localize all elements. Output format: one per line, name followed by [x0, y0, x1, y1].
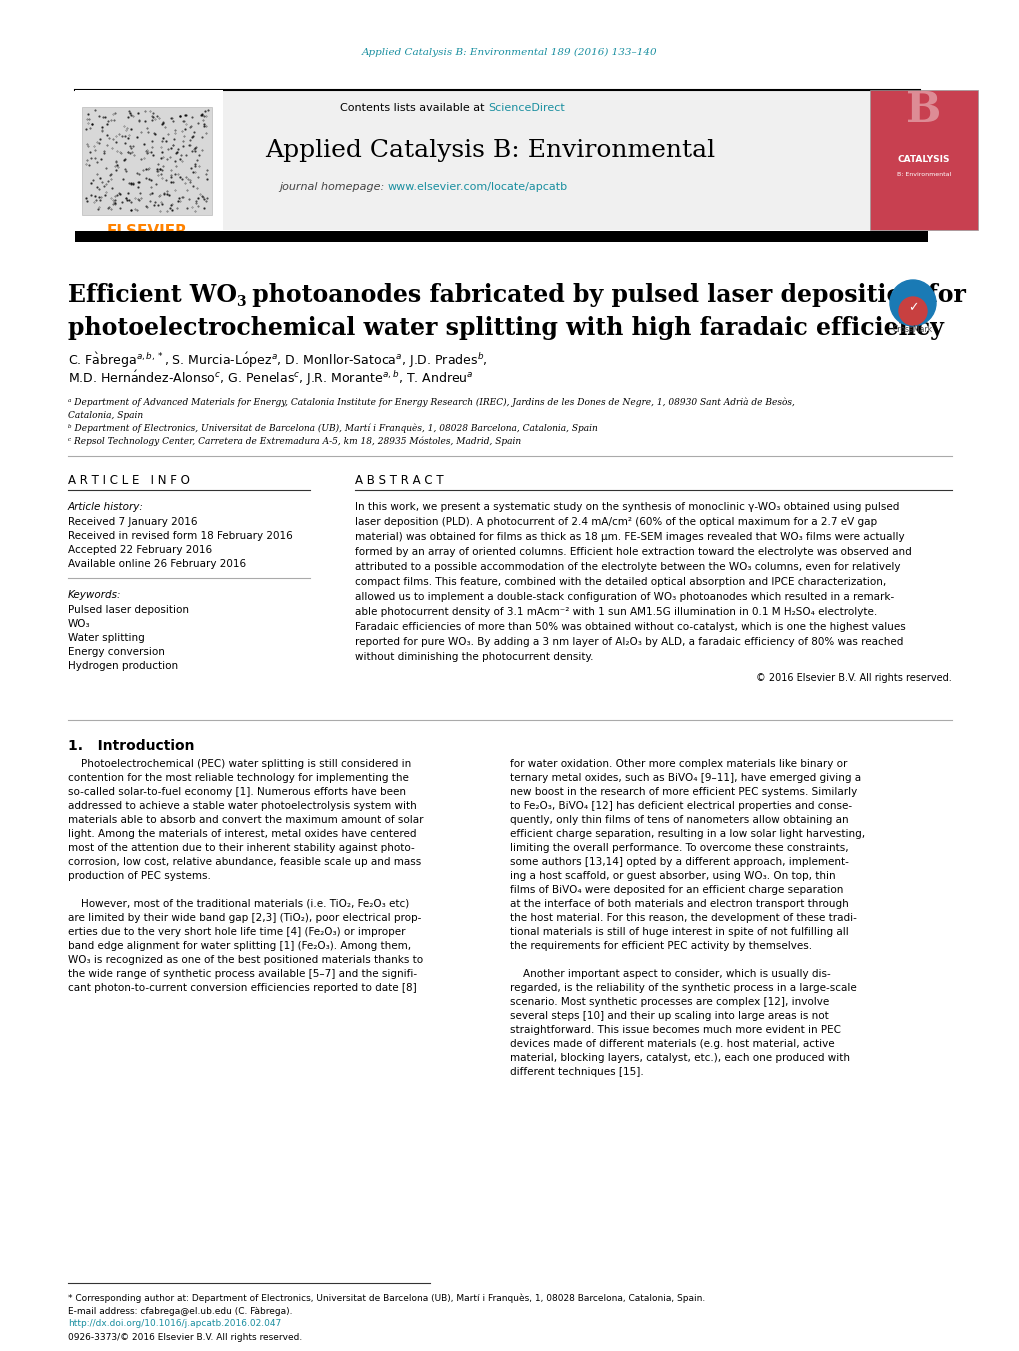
Text: ✓: ✓ — [907, 301, 917, 315]
Text: erties due to the very short hole life time [4] (Fe₂O₃) or improper: erties due to the very short hole life t… — [68, 927, 406, 938]
Text: corrosion, low cost, relative abundance, feasible scale up and mass: corrosion, low cost, relative abundance,… — [68, 857, 421, 867]
Text: However, most of the traditional materials (i.e. TiO₂, Fe₂O₃ etc): However, most of the traditional materia… — [68, 898, 409, 909]
Text: ing a host scaffold, or guest absorber, using WO₃. On top, thin: ing a host scaffold, or guest absorber, … — [510, 871, 835, 881]
Text: most of the attention due to their inherent stability against photo-: most of the attention due to their inher… — [68, 843, 415, 852]
Text: devices made of different materials (e.g. host material, active: devices made of different materials (e.g… — [510, 1039, 834, 1048]
Text: WO₃: WO₃ — [68, 619, 91, 630]
Text: production of PEC systems.: production of PEC systems. — [68, 871, 211, 881]
Text: photoelectrochemical water splitting with high faradaic efficiency: photoelectrochemical water splitting wit… — [68, 316, 943, 340]
Text: different techniques [15].: different techniques [15]. — [510, 1067, 643, 1077]
FancyBboxPatch shape — [869, 91, 977, 230]
Text: efficient charge separation, resulting in a low solar light harvesting,: efficient charge separation, resulting i… — [510, 830, 864, 839]
Text: Efficient WO: Efficient WO — [68, 282, 236, 307]
Text: CATALYSIS: CATALYSIS — [897, 155, 950, 165]
Text: limiting the overall performance. To overcome these constraints,: limiting the overall performance. To ove… — [510, 843, 848, 852]
Text: to Fe₂O₃, BiVO₄ [12] has deficient electrical properties and conse-: to Fe₂O₃, BiVO₄ [12] has deficient elect… — [510, 801, 851, 811]
Text: www.elsevier.com/locate/apcatb: www.elsevier.com/locate/apcatb — [387, 182, 568, 192]
Bar — [75, 231, 927, 242]
Text: journal homepage:: journal homepage: — [279, 182, 387, 192]
Text: ᶜ Repsol Technology Center, Carretera de Extremadura A-5, km 18, 28935 Móstoles,: ᶜ Repsol Technology Center, Carretera de… — [68, 436, 521, 446]
Text: Received 7 January 2016: Received 7 January 2016 — [68, 517, 198, 527]
Text: ternary metal oxides, such as BiVO₄ [9–11], have emerged giving a: ternary metal oxides, such as BiVO₄ [9–1… — [510, 773, 860, 784]
Text: the wide range of synthetic process available [5–7] and the signifi-: the wide range of synthetic process avai… — [68, 969, 417, 979]
Text: B: B — [906, 89, 941, 131]
Text: allowed us to implement a double-stack configuration of WO₃ photoanodes which re: allowed us to implement a double-stack c… — [355, 592, 894, 603]
Text: Another important aspect to consider, which is usually dis-: Another important aspect to consider, wh… — [510, 969, 829, 979]
Text: WO₃ is recognized as one of the best positioned materials thanks to: WO₃ is recognized as one of the best pos… — [68, 955, 423, 965]
Text: quently, only thin films of tens of nanometers allow obtaining an: quently, only thin films of tens of nano… — [510, 815, 848, 825]
Text: M.D. Hern$\rm{\acute{a}}$ndez-Alonso$^{c}$, G. Penelas$^{c}$, J.R. Morante$^{a,b: M.D. Hern$\rm{\acute{a}}$ndez-Alonso$^{c… — [68, 369, 473, 388]
Text: Available online 26 February 2016: Available online 26 February 2016 — [68, 559, 246, 569]
Text: materials able to absorb and convert the maximum amount of solar: materials able to absorb and convert the… — [68, 815, 423, 825]
Text: Energy conversion: Energy conversion — [68, 647, 165, 657]
Text: C. F$\rm{\grave{a}}$brega$^{a,b,*}$, S. Murcia-L$\rm{\acute{o}}$pez$^{a}$, D. Mo: C. F$\rm{\grave{a}}$brega$^{a,b,*}$, S. … — [68, 350, 487, 370]
Text: are limited by their wide band gap [2,3] (TiO₂), poor electrical prop-: are limited by their wide band gap [2,3]… — [68, 913, 421, 923]
Text: light. Among the materials of interest, metal oxides have centered: light. Among the materials of interest, … — [68, 830, 416, 839]
Text: addressed to achieve a stable water photoelectrolysis system with: addressed to achieve a stable water phot… — [68, 801, 417, 811]
Text: formed by an array of oriented columns. Efficient hole extraction toward the ele: formed by an array of oriented columns. … — [355, 547, 911, 557]
Text: http://dx.doi.org/10.1016/j.apcatb.2016.02.047: http://dx.doi.org/10.1016/j.apcatb.2016.… — [68, 1320, 281, 1328]
Text: ᵇ Department of Electronics, Universitat de Barcelona (UB), Martí i Franquès, 1,: ᵇ Department of Electronics, Universitat… — [68, 423, 597, 432]
Text: ScienceDirect: ScienceDirect — [487, 103, 565, 113]
Text: some authors [13,14] opted by a different approach, implement-: some authors [13,14] opted by a differen… — [510, 857, 848, 867]
Text: laser deposition (PLD). A photocurrent of 2.4 mA/cm² (60% of the optical maximum: laser deposition (PLD). A photocurrent o… — [355, 517, 876, 527]
Text: Photoelectrochemical (PEC) water splitting is still considered in: Photoelectrochemical (PEC) water splitti… — [68, 759, 411, 769]
Text: films of BiVO₄ were deposited for an efficient charge separation: films of BiVO₄ were deposited for an eff… — [510, 885, 843, 894]
Text: attributed to a possible accommodation of the electrolyte between the WO₃ column: attributed to a possible accommodation o… — [355, 562, 900, 571]
Text: Water splitting: Water splitting — [68, 634, 145, 643]
Text: Hydrogen production: Hydrogen production — [68, 661, 178, 671]
Text: compact films. This feature, combined with the detailed optical absorption and I: compact films. This feature, combined wi… — [355, 577, 886, 586]
Text: 1.   Introduction: 1. Introduction — [68, 739, 195, 753]
Text: Accepted 22 February 2016: Accepted 22 February 2016 — [68, 544, 212, 555]
FancyBboxPatch shape — [75, 91, 919, 230]
Circle shape — [898, 297, 926, 326]
Text: Applied Catalysis B: Environmental: Applied Catalysis B: Environmental — [265, 139, 714, 162]
Text: * Corresponding author at: Department of Electronics, Universitat de Barcelona (: * Corresponding author at: Department of… — [68, 1293, 704, 1302]
FancyBboxPatch shape — [75, 91, 223, 230]
Text: reported for pure WO₃. By adding a 3 nm layer of Al₂O₃ by ALD, a faradaic effici: reported for pure WO₃. By adding a 3 nm … — [355, 638, 903, 647]
Text: band edge alignment for water splitting [1] (Fe₂O₃). Among them,: band edge alignment for water splitting … — [68, 942, 411, 951]
Text: Faradaic efficiencies of more than 50% was obtained without co-catalyst, which i: Faradaic efficiencies of more than 50% w… — [355, 621, 905, 632]
Text: the host material. For this reason, the development of these tradi-: the host material. For this reason, the … — [510, 913, 856, 923]
Text: A B S T R A C T: A B S T R A C T — [355, 473, 443, 486]
Text: for water oxidation. Other more complex materials like binary or: for water oxidation. Other more complex … — [510, 759, 847, 769]
Text: material, blocking layers, catalyst, etc.), each one produced with: material, blocking layers, catalyst, etc… — [510, 1052, 849, 1063]
Text: at the interface of both materials and electron transport through: at the interface of both materials and e… — [510, 898, 848, 909]
Text: material) was obtained for films as thick as 18 μm. FE-SEM images revealed that : material) was obtained for films as thic… — [355, 532, 904, 542]
Circle shape — [890, 280, 935, 326]
Text: straightforward. This issue becomes much more evident in PEC: straightforward. This issue becomes much… — [510, 1025, 841, 1035]
FancyBboxPatch shape — [82, 107, 212, 215]
Text: Article history:: Article history: — [68, 503, 144, 512]
Text: new boost in the research of more efficient PEC systems. Similarly: new boost in the research of more effici… — [510, 788, 856, 797]
Text: cant photon-to-current conversion efficiencies reported to date [8]: cant photon-to-current conversion effici… — [68, 984, 417, 993]
Text: contention for the most reliable technology for implementing the: contention for the most reliable technol… — [68, 773, 409, 784]
Text: regarded, is the reliability of the synthetic process in a large-scale: regarded, is the reliability of the synt… — [510, 984, 856, 993]
Text: so-called solar-to-fuel economy [1]. Numerous efforts have been: so-called solar-to-fuel economy [1]. Num… — [68, 788, 406, 797]
Text: B: Environmental: B: Environmental — [896, 173, 950, 177]
Text: A R T I C L E   I N F O: A R T I C L E I N F O — [68, 473, 190, 486]
Text: © 2016 Elsevier B.V. All rights reserved.: © 2016 Elsevier B.V. All rights reserved… — [755, 673, 951, 684]
Text: E-mail address: cfabrega@el.ub.edu (C. Fàbrega).: E-mail address: cfabrega@el.ub.edu (C. F… — [68, 1306, 292, 1316]
Text: Catalonia, Spain: Catalonia, Spain — [68, 411, 143, 420]
Text: Pulsed laser deposition: Pulsed laser deposition — [68, 605, 189, 615]
Text: able photocurrent density of 3.1 mAcm⁻² with 1 sun AM1.5G illumination in 0.1 M : able photocurrent density of 3.1 mAcm⁻² … — [355, 607, 876, 617]
Text: without diminishing the photocurrent density.: without diminishing the photocurrent den… — [355, 653, 593, 662]
Text: ELSEVIER: ELSEVIER — [106, 224, 187, 239]
Text: scenario. Most synthetic processes are complex [12], involve: scenario. Most synthetic processes are c… — [510, 997, 828, 1006]
Text: the requirements for efficient PEC activity by themselves.: the requirements for efficient PEC activ… — [510, 942, 811, 951]
Text: Applied Catalysis B: Environmental 189 (2016) 133–140: Applied Catalysis B: Environmental 189 (… — [362, 47, 657, 57]
Text: In this work, we present a systematic study on the synthesis of monoclinic γ-WO₃: In this work, we present a systematic st… — [355, 503, 899, 512]
Text: tional materials is still of huge interest in spite of not fulfilling all: tional materials is still of huge intere… — [510, 927, 848, 938]
Text: several steps [10] and their up scaling into large areas is not: several steps [10] and their up scaling … — [510, 1011, 828, 1021]
Text: 3: 3 — [235, 295, 246, 309]
Text: Keywords:: Keywords: — [68, 590, 121, 600]
Text: 0926-3373/© 2016 Elsevier B.V. All rights reserved.: 0926-3373/© 2016 Elsevier B.V. All right… — [68, 1332, 302, 1342]
Text: CrossMark: CrossMark — [892, 326, 932, 335]
Text: Contents lists available at: Contents lists available at — [339, 103, 487, 113]
Text: ᵃ Department of Advanced Materials for Energy, Catalonia Institute for Energy Re: ᵃ Department of Advanced Materials for E… — [68, 397, 794, 407]
Text: photoanodes fabricated by pulsed laser deposition for: photoanodes fabricated by pulsed laser d… — [244, 282, 965, 307]
Text: Received in revised form 18 February 2016: Received in revised form 18 February 201… — [68, 531, 292, 540]
